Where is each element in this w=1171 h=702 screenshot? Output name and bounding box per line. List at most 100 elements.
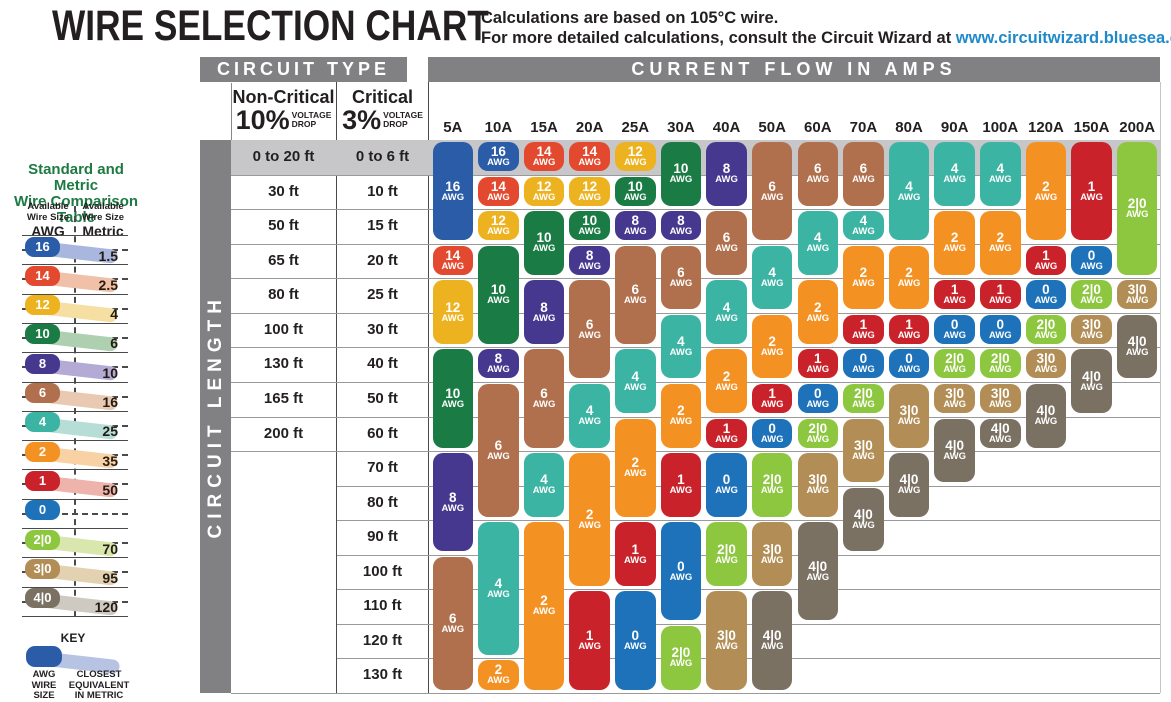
awg-pill-size: 4|0 [1082, 368, 1101, 384]
divider-line [336, 82, 337, 693]
awg-pill-80A-4|0: 4|0 AWG [888, 453, 930, 517]
noncritical-percent: 10% [235, 105, 290, 135]
awg-pill-unit: AWG [897, 364, 921, 376]
awg-pill-unit: AWG [988, 398, 1012, 410]
sidebar-row-line [22, 528, 128, 530]
awg-pill-unit: AWG [487, 191, 510, 203]
awg-pill-unit: AWG [760, 485, 784, 497]
awg-pill-20A-2: 2 AWG [569, 453, 610, 586]
awg-pill-size: 4 [859, 213, 868, 229]
awg-pill-size: 3|0 [1036, 351, 1056, 367]
awg-pill-size: 2 [996, 230, 1005, 246]
awg-pill-size: 0 [722, 472, 731, 488]
awg-pill-size: 3|0 [854, 437, 873, 453]
row-grid-line [231, 312, 1160, 314]
awg-pill-size: 10 [536, 230, 552, 246]
awg-pill-unit: AWG [578, 157, 602, 169]
length-critical-label: 30 ft [367, 320, 398, 338]
awg-pill-size: 4 [631, 368, 640, 384]
awg-pill-20A-12: 12 AWG [569, 176, 610, 206]
awg-pill-50A-1: 1 AWG [751, 383, 793, 413]
awg-pill-unit: AWG [1034, 191, 1058, 203]
awg-pill-120A-2|0: 2|0 AWG [1025, 314, 1067, 344]
awg-pill-size: 4 [540, 472, 548, 488]
awg-pill-size: 4 [950, 161, 959, 177]
awg-pill-25A-8: 8 AWG [615, 211, 656, 241]
awg-pill-unit: AWG [806, 398, 830, 410]
awg-pill-unit: AWG [1034, 329, 1058, 341]
awg-pill-unit: AWG [1125, 208, 1149, 220]
length-noncritical-label: 80 ft [268, 286, 299, 304]
awg-pill-40A-2: 2 AWG [706, 349, 747, 413]
sidebar-row-line [22, 469, 128, 471]
awg-pill-size: 2 [585, 506, 594, 522]
awg-pill-unit: AWG [897, 191, 921, 203]
awg-pill-size: 8 [449, 489, 457, 505]
length-critical-label: 50 ft [367, 389, 398, 407]
awg-pill-unit: AWG [441, 191, 465, 203]
awg-pill-size: 0 [814, 385, 822, 401]
awg-pill-25A-6: 6 AWG [615, 245, 656, 344]
awg-pill-20A-10: 10 AWG [569, 211, 610, 241]
awg-pill-size: 0 [905, 351, 913, 367]
awg-pill-size: 1 [859, 316, 868, 332]
awg-pill-unit: AWG [943, 295, 967, 307]
amp-label-200A: 200A [1119, 119, 1156, 136]
length-noncritical-label: 0 to 20 ft [252, 148, 315, 165]
sidebar-row-line [22, 616, 128, 617]
awg-pill-unit: AWG [441, 398, 465, 410]
awg-pill-unit: AWG [715, 381, 738, 393]
awg-pill-90A-1: 1 AWG [934, 280, 975, 310]
awg-pill-50A-3|0: 3|0 AWG [751, 522, 793, 586]
awg-pill-30A-2: 2 AWG [660, 383, 702, 448]
awg-pill-size: 4 [814, 230, 822, 246]
awg-pill-unit: AWG [578, 226, 602, 238]
noncritical-header-cell: Non-Critical 10% VOLTAGE DROP [231, 83, 336, 139]
awg-pill-30A-4: 4 AWG [660, 314, 702, 379]
key-awg-pill [26, 646, 62, 667]
awg-pill-unit: AWG [669, 174, 693, 186]
awg-pill-unit: AWG [806, 174, 830, 186]
metric-value: 10 [102, 364, 118, 381]
awg-pill-unit: AWG [1034, 295, 1058, 307]
awg-pill-size: 1 [814, 351, 822, 367]
awg-pill-size: 6 [585, 316, 594, 332]
metric-value: 6 [110, 335, 118, 352]
awg-pill-size: 4|0 [1036, 403, 1056, 419]
awg-pill-size: 2 [540, 593, 548, 609]
row-grid-line [337, 623, 1160, 625]
awg-pill-size: 6 [494, 437, 503, 453]
awg-pill-size: 3|0 [717, 627, 736, 643]
awg-pill-unit: AWG [669, 226, 693, 238]
awg-pill-unit: AWG [487, 450, 510, 462]
sidebar-awg-pill-16: 16 [25, 236, 60, 257]
awg-pill-size: 0 [1087, 247, 1096, 263]
circuit-length-label: CIRCUIT LENGTH [204, 294, 226, 539]
awg-pill-size: 2|0 [854, 385, 873, 401]
awg-pill-size: 2 [905, 265, 913, 280]
awg-pill-25A-10: 10 AWG [615, 176, 656, 206]
awg-pill-size: 6 [722, 230, 731, 246]
row-grid-line [231, 243, 1160, 245]
awg-pill-20A-1: 1 AWG [569, 591, 610, 690]
awg-pill-size: 2 [494, 662, 503, 678]
awg-pill-90A-2: 2 AWG [934, 211, 975, 275]
awg-pill-unit: AWG [578, 640, 602, 652]
awg-pill-40A-8: 8 AWG [706, 142, 747, 206]
awg-pill-size: 6 [859, 161, 868, 177]
awg-pill-size: 4 [677, 334, 685, 350]
circuit-wizard-link[interactable]: www.circuitwizard.bluesea.com [955, 29, 1171, 47]
awg-pill-unit: AWG [806, 485, 830, 497]
awg-pill-40A-3|0: 3|0 AWG [706, 591, 747, 690]
awg-pill-100A-3|0: 3|0 AWG [980, 383, 1021, 413]
awg-pill-unit: AWG [623, 295, 647, 307]
awg-pill-50A-4|0: 4|0 AWG [751, 591, 793, 690]
awg-pill-size: 0 [677, 558, 685, 574]
row-grid-line [231, 381, 1160, 383]
row-grid-line [231, 451, 1160, 453]
sidebar-awg-pill-6: 6 [25, 383, 60, 404]
awg-pill-unit: AWG [760, 191, 784, 203]
sidebar-row-line [22, 235, 128, 236]
awg-pill-size: 3|0 [762, 541, 782, 557]
awg-pill-size: 4|0 [990, 420, 1010, 436]
